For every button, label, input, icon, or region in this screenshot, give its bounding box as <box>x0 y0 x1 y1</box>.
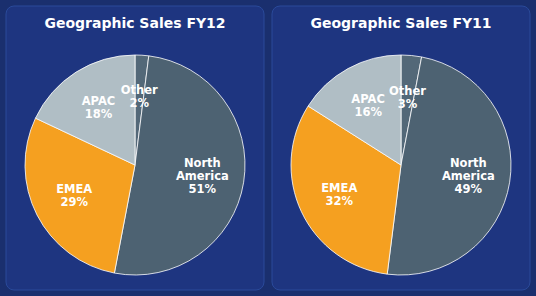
pie-slice <box>387 57 511 275</box>
pie-card: Geographic Sales FY11 Other3% NorthAmerica… <box>272 6 530 290</box>
slice-label-line: 51% <box>189 182 217 196</box>
pie-slice <box>308 55 401 165</box>
slice-label-line: Other <box>121 83 158 97</box>
slice-label-line: 29% <box>60 195 88 209</box>
slice-labels: Other2% NorthAmerica51% EMEA29% APAC18% <box>56 83 229 209</box>
slice-label-line: 3% <box>398 97 418 111</box>
slice-label: EMEA32% <box>321 181 357 208</box>
slice-label-line: North <box>450 156 487 170</box>
slice-label: NorthAmerica51% <box>176 156 229 196</box>
slice-label: Other3% <box>389 84 426 111</box>
slice-label-line: North <box>184 156 221 170</box>
slices <box>291 55 511 275</box>
slice-label-line: APAC <box>351 92 385 106</box>
slice-label-line: EMEA <box>321 181 357 195</box>
card <box>272 6 530 290</box>
slice-label: Other2% <box>121 83 158 110</box>
slice-label-line: Other <box>389 84 426 98</box>
slice-labels: Other3% NorthAmerica49% EMEA32% APAC16% <box>321 84 495 208</box>
chart-root: Geographic Sales FY12Other2%NorthAmerica… <box>0 0 536 296</box>
slice-label-line: 18% <box>85 107 113 121</box>
pie-card: Geographic Sales FY12 Other2% NorthAmerica… <box>6 6 264 290</box>
slice-label: APAC18% <box>82 94 116 121</box>
slice-label-line: EMEA <box>56 182 92 196</box>
slice-label-line: 32% <box>326 194 354 208</box>
chart-title: Geographic Sales FY11 <box>310 15 491 31</box>
card <box>6 6 264 290</box>
slice-label: APAC16% <box>351 92 385 119</box>
background <box>0 0 536 296</box>
slice-label: EMEA29% <box>56 182 92 209</box>
chart-title: Geographic Sales FY12 <box>44 15 225 31</box>
slice-label-line: America <box>176 169 229 183</box>
pie-slice <box>35 55 135 165</box>
slice-label-line: 2% <box>130 96 150 110</box>
slice-label-line: APAC <box>82 94 116 108</box>
slice-label-line: America <box>442 169 495 183</box>
slice-label-line: 16% <box>354 105 382 119</box>
slices <box>25 55 245 275</box>
slice-label-line: 49% <box>455 182 483 196</box>
slice-label: NorthAmerica49% <box>442 156 495 196</box>
